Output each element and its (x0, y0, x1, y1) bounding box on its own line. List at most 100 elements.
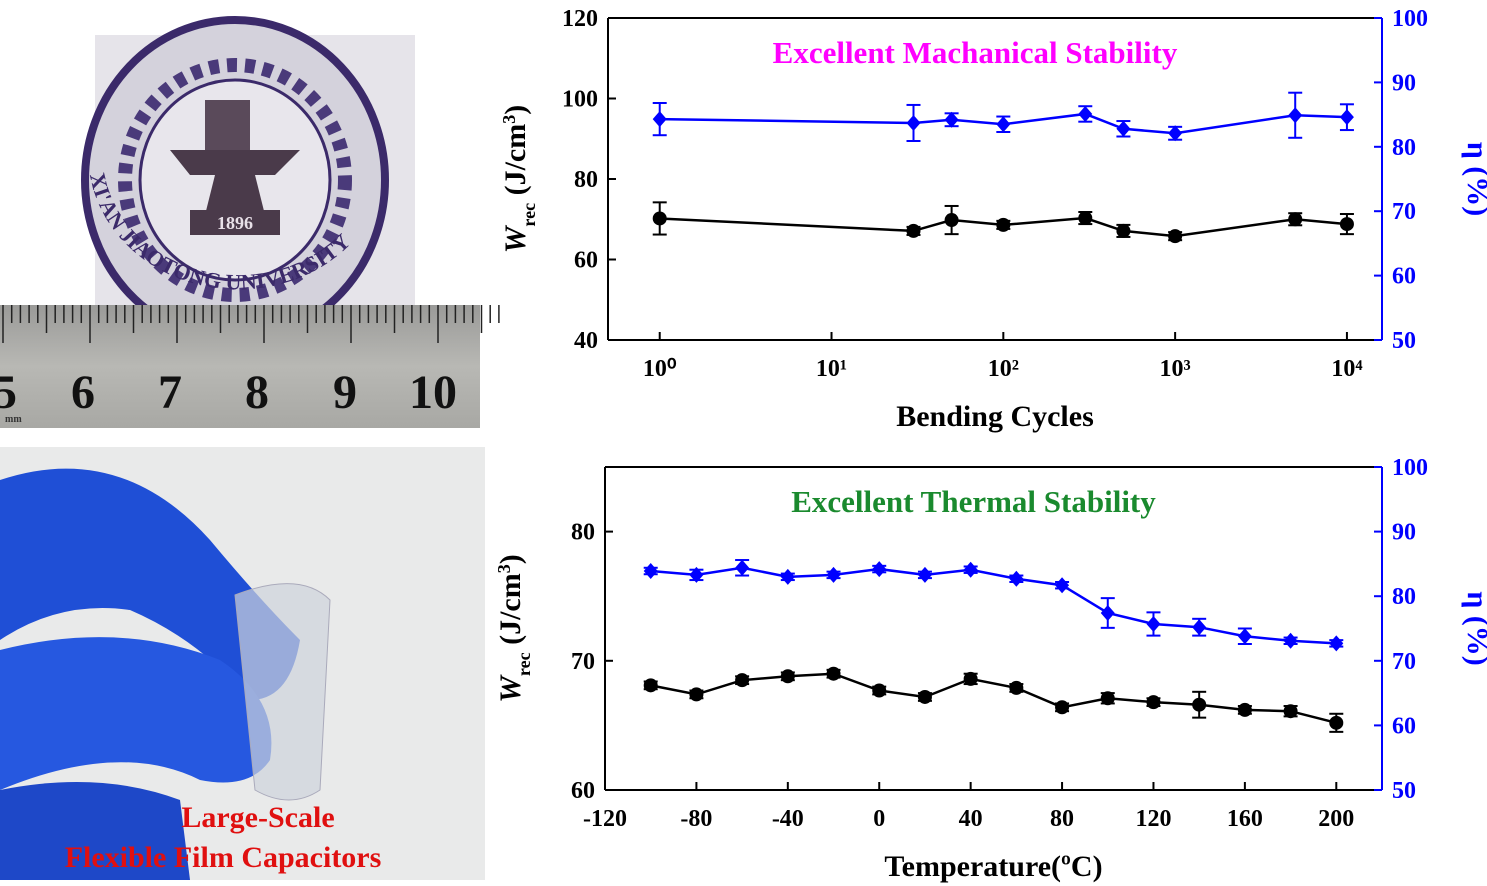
x-axis-label: Bending Cycles (896, 400, 1094, 433)
marker (872, 561, 887, 578)
marker (780, 669, 795, 684)
marker (1237, 628, 1252, 645)
marker (1116, 120, 1131, 137)
x-tick-label: -40 (772, 806, 804, 832)
photo-seal: 1896 XI'AN JIAOTONG UNIVERSITY mm (0, 0, 500, 428)
marker (1168, 229, 1183, 244)
series-line (650, 566, 1337, 645)
marker (917, 689, 932, 704)
x-tick-label: 120 (1135, 806, 1171, 832)
x-tick-label: 10¹ (816, 356, 847, 382)
y-axis-label-part: rec (519, 203, 539, 227)
series-line (650, 672, 1337, 725)
marker (643, 678, 658, 693)
marker (1009, 570, 1024, 587)
marker (826, 566, 841, 583)
y2-tick-label: 80 (1392, 584, 1416, 610)
y2-axis-label: η (%) (1461, 591, 1487, 666)
x-tick-label: 10⁰ (643, 356, 677, 382)
ruler-label: 9 (333, 366, 357, 419)
marker (1339, 109, 1354, 126)
marker (826, 666, 841, 681)
x-tick-label: 10² (988, 356, 1019, 382)
ruler-ticks (2, 305, 500, 343)
marker (963, 561, 978, 578)
chart-title: Excellent Thermal Stability (791, 484, 1156, 519)
y-axis-label-part: ) (499, 105, 532, 115)
marker (1078, 211, 1093, 226)
marker (1288, 212, 1303, 227)
marker (689, 566, 704, 583)
y2-tick-label: 70 (1392, 649, 1416, 675)
x-tick-label: -80 (680, 806, 712, 832)
y-axis-label-part: ) (494, 554, 527, 564)
glove-palm (0, 782, 190, 880)
books (205, 100, 250, 150)
photo-capacitor: Large-Scale Flexible Film Capacitors (0, 447, 485, 880)
marker (996, 217, 1011, 232)
year-plate (190, 210, 280, 235)
marker (906, 223, 921, 238)
seal-year: 1896 (217, 213, 253, 233)
marker (917, 566, 932, 583)
marker (1100, 604, 1115, 621)
y2-tick-label: 100 (1392, 455, 1428, 481)
y-axis-label: Wrec (J/cm3) (494, 554, 534, 702)
marker (1329, 635, 1344, 652)
marker (652, 211, 667, 226)
marker (996, 116, 1011, 133)
marker (944, 111, 959, 128)
glove-thumb (0, 637, 272, 790)
x-axis-label: Temperature(ºC) (884, 850, 1102, 883)
y-tick-label: 60 (574, 248, 598, 274)
x-tick-label: 200 (1318, 806, 1354, 832)
x-tick-label: 80 (1050, 806, 1074, 832)
y-tick-label: 100 (562, 87, 598, 113)
marker (1168, 125, 1183, 142)
y2-tick-label: 80 (1392, 135, 1416, 161)
marker (689, 687, 704, 702)
anvil (170, 150, 300, 215)
y-axis-label-part: rec (514, 652, 534, 676)
y-axis-label-part: 3 (494, 564, 514, 573)
marker (652, 111, 667, 128)
marker (1078, 105, 1093, 122)
x-tick-label: 0 (873, 806, 885, 832)
marker (944, 213, 959, 228)
marker (1237, 702, 1252, 717)
ruler-label: 7 (158, 366, 182, 419)
caption: Large-Scale (181, 801, 334, 834)
marker (1329, 715, 1344, 730)
y-tick-label: 70 (571, 649, 595, 675)
marker (643, 563, 658, 580)
marker (735, 559, 750, 576)
y2-tick-label: 90 (1392, 70, 1416, 96)
x-tick-label: 40 (959, 806, 983, 832)
y-tick-label: 80 (574, 167, 598, 193)
marker (872, 683, 887, 698)
y2-tick-label: 60 (1392, 713, 1416, 739)
y-axis-label-part: 3 (499, 115, 519, 124)
marker (735, 673, 750, 688)
ruler-label: 5 (0, 366, 17, 419)
marker (1283, 632, 1298, 649)
marker (1288, 107, 1303, 124)
ruler-label: 10 (409, 366, 457, 419)
y-axis-label: Wrec (J/cm3) (499, 105, 539, 253)
marker (1192, 697, 1207, 712)
marker (1339, 217, 1354, 232)
y-tick-label: 60 (571, 778, 595, 804)
marker (1055, 577, 1070, 594)
ruler (0, 305, 480, 428)
marker (1100, 691, 1115, 706)
x-tick-label: 10³ (1160, 356, 1191, 382)
ruler-label: 8 (245, 366, 269, 419)
y2-tick-label: 100 (1392, 6, 1428, 32)
marker (1146, 615, 1161, 632)
y-axis-label-part: W (494, 674, 527, 703)
y2-axis-label: η (%) (1461, 142, 1487, 217)
marker (1055, 700, 1070, 715)
caption: Flexible Film Capacitors (65, 841, 382, 874)
seal-gear (118, 58, 352, 302)
